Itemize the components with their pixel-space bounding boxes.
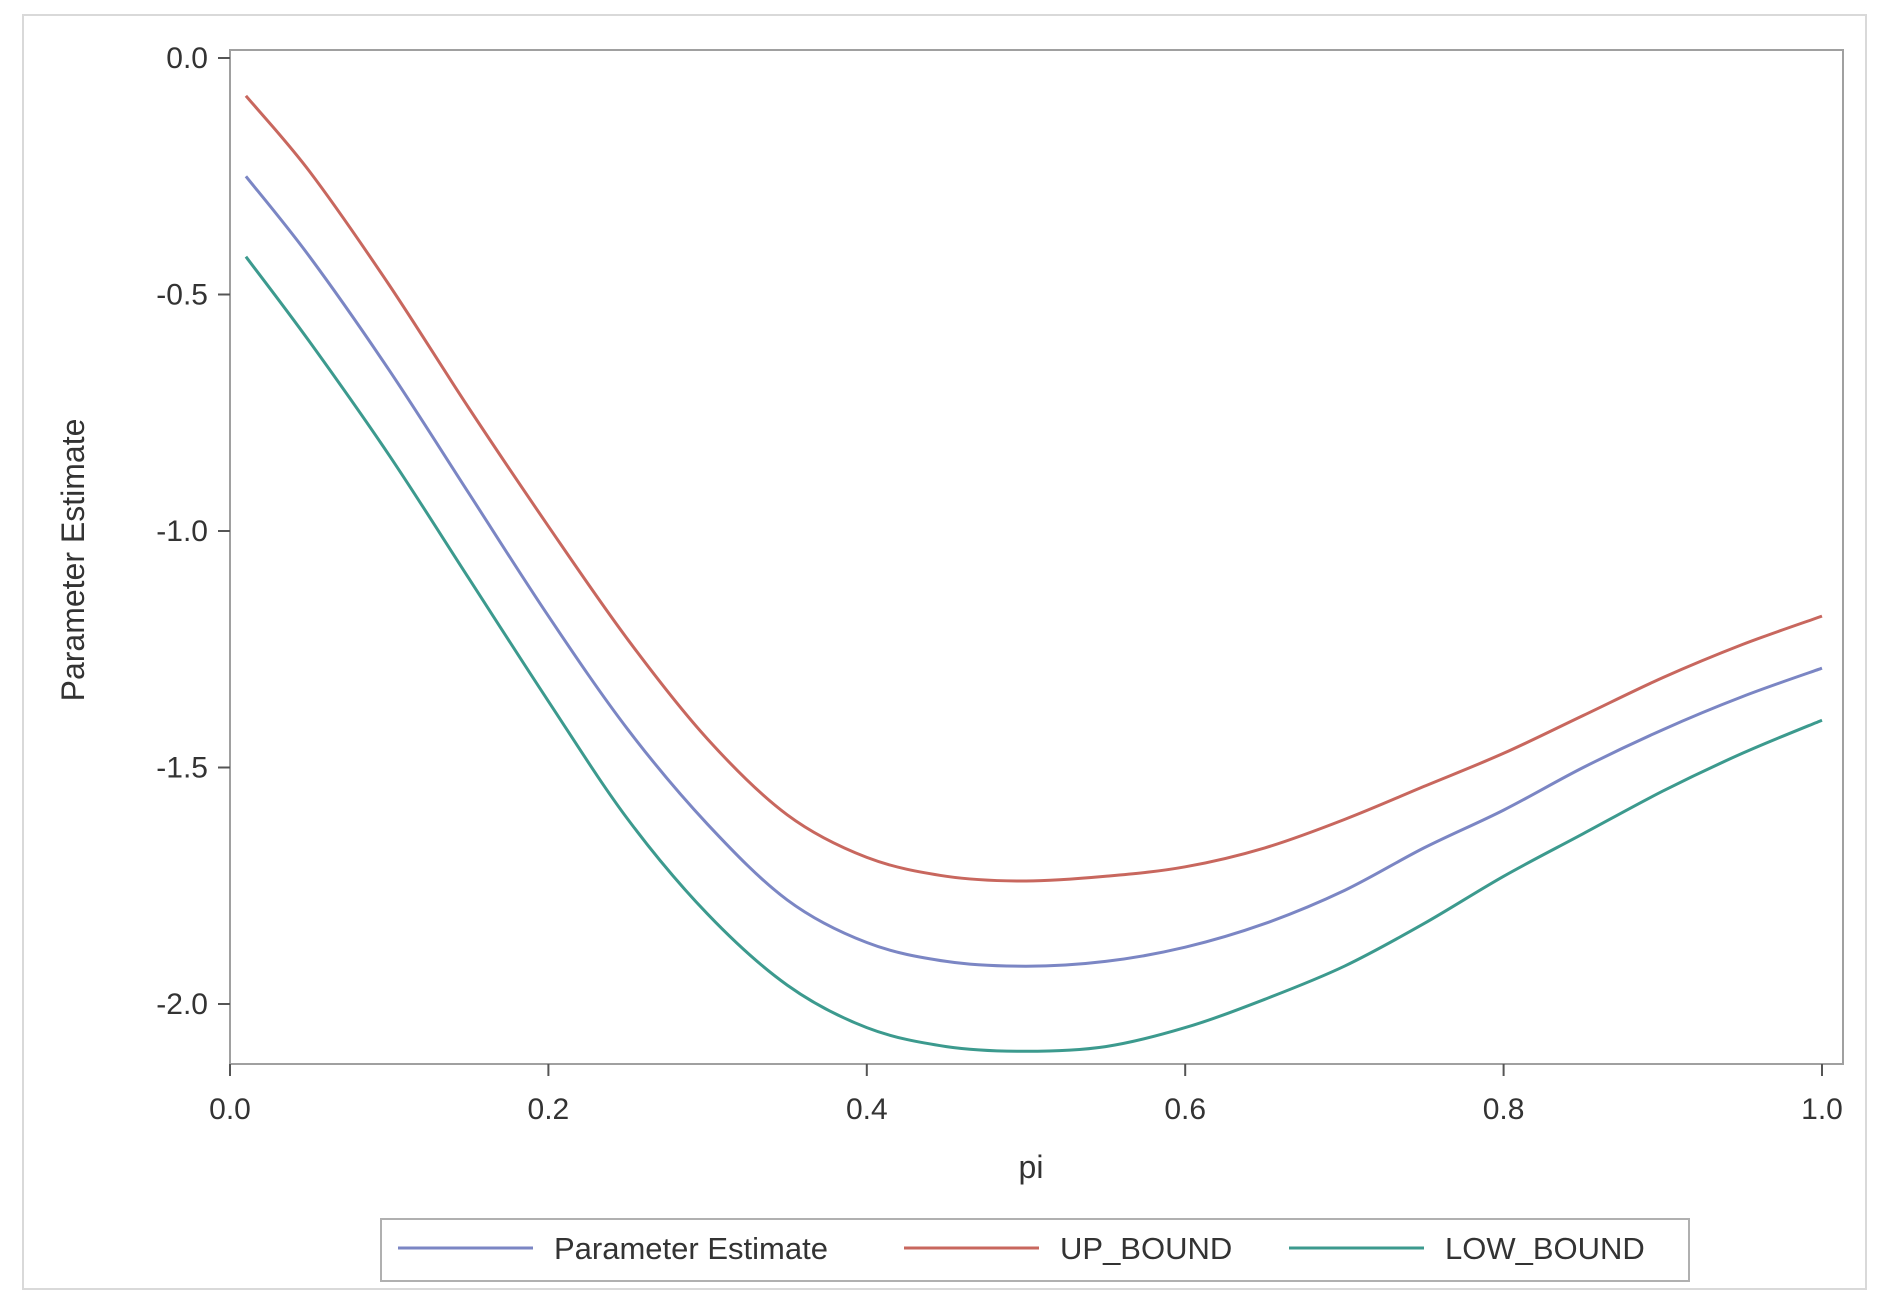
series-line-parameter-estimate [244,175,1823,968]
legend-label-up-bound: UP_BOUND [1060,1231,1232,1266]
x-tick-label: 0.0 [209,1093,251,1126]
x-tick-label: 0.8 [1483,1093,1525,1126]
x-tick-label: 0.6 [1164,1093,1206,1126]
y-axis: 0.0 -0.5 -1.0 -1.5 -2.0 [156,42,230,1021]
y-axis-title: Parameter Estimate [55,419,91,702]
plot-area [229,49,1844,1065]
y-tick-label: -2.0 [156,988,208,1021]
x-axis-title: pi [1019,1149,1044,1185]
series-line-low-bound [244,255,1823,1053]
legend-label-parameter-estimate: Parameter Estimate [554,1231,828,1266]
y-tick-label: 0.0 [166,42,208,75]
x-axis: 0.0 0.2 0.4 0.6 0.8 1.0 [209,1064,1843,1126]
y-tick-label: -1.5 [156,752,208,785]
legend-box [380,1218,1690,1282]
x-tick-label: 0.2 [528,1093,570,1126]
series-line-up-bound [244,94,1823,883]
legend-label-low-bound: LOW_BOUND [1445,1231,1645,1266]
y-tick-label: -1.0 [156,515,208,548]
x-tick-label: 0.4 [846,1093,888,1126]
x-tick-label: 1.0 [1801,1093,1843,1126]
legend: Parameter Estimate UP_BOUND LOW_BOUND [380,1218,1690,1282]
y-tick-label: -0.5 [156,279,208,312]
series-lines [244,94,1823,1053]
